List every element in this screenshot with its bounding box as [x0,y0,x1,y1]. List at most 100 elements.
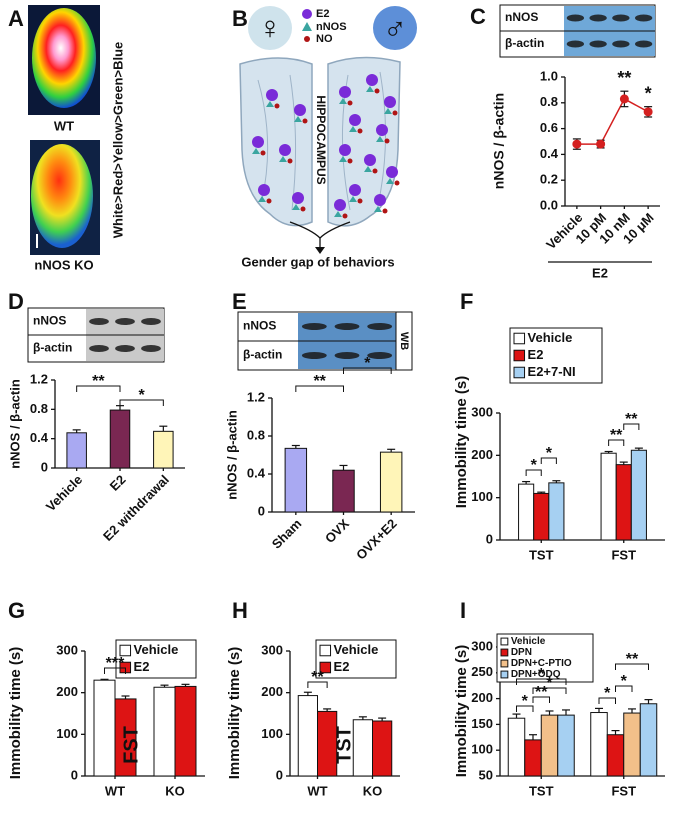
panel-letter: C [470,4,486,29]
blot-band [334,352,360,359]
x-tick-label: FST [611,783,636,798]
nnos-glyph [374,206,382,212]
significance-bracket [104,667,126,674]
e2-glyph [292,192,304,204]
significance-bracket [516,678,567,685]
significance-bracket [119,399,164,406]
bar [606,734,625,777]
x-tick-label: WT [105,783,125,798]
region-label: HIPPOCAMPUS [314,95,328,184]
blot-band [115,318,135,325]
blot-band [301,323,327,330]
bar [284,447,308,513]
no-glyph [266,198,272,204]
bar [540,714,559,777]
bar [630,449,647,541]
significance: * [531,457,538,474]
e2-glyph [364,154,376,166]
bar [590,712,608,777]
legend-nnos-icon [302,22,312,31]
x-tick-label: OVX+E2 [353,516,400,563]
nnos-glyph [366,86,374,92]
y-tick-label: 200 [261,684,283,699]
data-line [576,97,649,145]
y-tick-label: 0.8 [247,427,265,442]
nnos-glyph [349,126,357,132]
e2-glyph [339,144,351,156]
e2-glyph [252,136,264,148]
significance: ** [626,651,639,668]
significance-bracket [608,439,625,446]
nnos-glyph [339,156,347,162]
significance: * [538,666,545,683]
data-point [596,139,606,149]
y-axis-label: Immobility time (s) [453,376,470,509]
nnos-glyph [292,204,300,210]
panel-letter: D [8,289,24,314]
nnos-glyph [339,98,347,104]
data-point [572,139,582,149]
bar [153,686,176,777]
no-glyph [392,110,398,116]
x-tick-label: WT [307,783,327,798]
significance: * [364,355,371,372]
no-glyph [274,103,280,109]
y-tick-label: 50 [479,767,493,782]
no-glyph [384,138,390,144]
bar [548,482,565,541]
bar [372,720,393,777]
significance-bracket [532,696,550,703]
nnos-glyph [384,108,392,114]
ko-label: nNOS KO [34,257,93,272]
legend-label: Vehicle [511,636,546,647]
blot-band [89,318,109,325]
blot-band [566,40,585,48]
no-glyph [357,198,363,204]
no-glyph [347,100,353,106]
x-tick-label: KO [363,783,383,798]
y-tick-label: 0.8 [540,94,558,109]
bar [379,451,403,513]
legend-swatch [500,648,509,657]
blot-label: β-actin [505,36,544,50]
panel-letter: G [8,598,25,623]
nnos-glyph [376,136,384,142]
blot-band [367,352,393,359]
e2-glyph [334,199,346,211]
panel-letter: H [232,598,248,623]
y-tick-label: 150 [471,716,493,731]
y-tick-label: 1.2 [247,389,265,404]
bar [114,698,137,777]
significance-bracket [525,469,542,476]
legend-swatch [513,366,526,379]
e2-glyph [349,184,361,196]
y-tick-label: 1.0 [540,68,558,83]
blot-band [634,14,653,22]
blot-label: nNOS [33,314,66,328]
significance-bracket [532,687,567,694]
data-point [643,107,653,117]
y-tick-label: 250 [471,664,493,679]
bar [639,703,658,777]
significance-bracket [516,705,534,712]
no-glyph [347,158,353,164]
y-tick-label: 100 [261,726,283,741]
blot-band [634,40,653,48]
nnos-glyph [266,101,274,107]
bar [615,464,632,541]
legend-label: nNOS [316,21,347,33]
panel-a: WT nNOS KO White>Red>Yellow>Green>Blue [28,5,125,272]
legend-box [509,327,603,384]
y-tick-label: 100 [56,726,78,741]
e2-glyph [339,86,351,98]
y-axis-label: nNOS / β-actin [7,379,22,469]
nnos-glyph [279,156,287,162]
y-tick-label: 300 [471,638,493,653]
significance: ** [625,411,638,428]
panel-letter: E [232,289,247,314]
nnos-glyph [349,196,357,202]
blot-band [115,345,135,352]
blot-band [89,345,109,352]
x-tick-label: E2 [107,472,129,494]
nnos-glyph [294,116,302,122]
